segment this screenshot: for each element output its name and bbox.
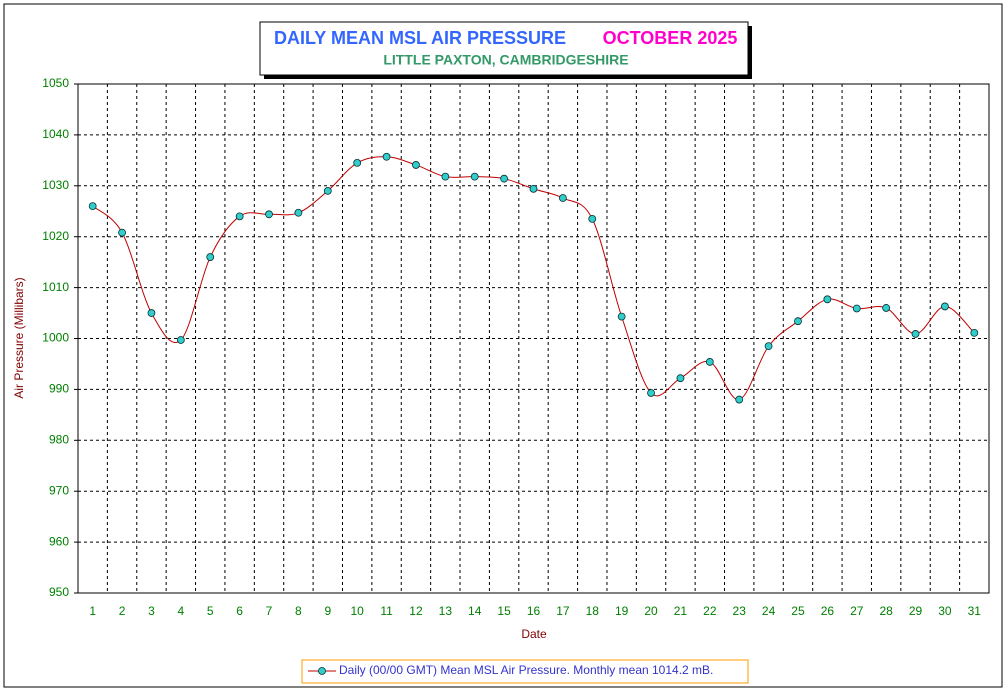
x-tick-label: 14 — [468, 604, 482, 618]
x-tick-label: 2 — [119, 604, 126, 618]
data-point — [500, 174, 509, 183]
y-tick-label: 1020 — [42, 229, 69, 243]
y-tick-label: 980 — [49, 432, 69, 446]
data-point — [265, 210, 273, 219]
data-point — [735, 395, 744, 404]
x-tick-label: 11 — [380, 604, 393, 618]
x-axis-label: Date — [521, 627, 547, 641]
x-tick-label: 29 — [909, 604, 923, 618]
y-tick-label: 970 — [49, 483, 69, 497]
y-tick-label: 1000 — [42, 331, 69, 345]
x-tick-label: 15 — [497, 604, 511, 618]
x-tick-label: 20 — [644, 604, 658, 618]
x-tick-label: 7 — [266, 604, 273, 618]
x-tick-label: 10 — [350, 604, 364, 618]
data-point — [911, 330, 920, 338]
x-tick-label: 8 — [295, 604, 302, 618]
x-tick-label: 31 — [968, 604, 982, 618]
data-point — [118, 228, 126, 237]
data-point — [823, 295, 832, 304]
legend-label: Daily (00/00 GMT) Mean MSL Air Pressure.… — [339, 663, 713, 677]
x-tick-label: 30 — [938, 604, 952, 618]
title-box — [259, 21, 749, 76]
data-point — [558, 194, 567, 202]
x-tick-label: 17 — [556, 604, 570, 618]
data-point — [176, 336, 185, 344]
y-axis-label: Air Pressure (Millibars) — [12, 277, 26, 398]
data-point — [705, 358, 714, 366]
y-tick-label: 1040 — [42, 127, 69, 141]
data-point — [617, 312, 626, 321]
data-point — [88, 202, 97, 211]
x-tick-label: 16 — [527, 604, 541, 618]
data-point — [294, 208, 303, 217]
y-tick-label: 960 — [49, 534, 69, 548]
x-tick-label: 24 — [762, 604, 776, 618]
x-tick-label: 21 — [674, 604, 688, 618]
data-point — [647, 389, 655, 397]
x-tick-label: 23 — [733, 604, 747, 618]
x-tick-label: 18 — [586, 604, 600, 618]
x-tick-label: 19 — [615, 604, 629, 618]
data-point — [941, 302, 949, 311]
chart-title: DAILY MEAN MSL AIR PRESSURE — [274, 28, 566, 48]
data-point — [412, 161, 420, 169]
x-tick-label: 9 — [324, 604, 331, 618]
data-point — [529, 184, 538, 193]
chart-period: OCTOBER 2025 — [603, 28, 738, 48]
y-tick-label: 1030 — [42, 178, 69, 192]
data-point — [382, 152, 391, 161]
data-point — [764, 342, 773, 351]
data-point — [470, 172, 479, 181]
y-tick-label: 1010 — [42, 280, 69, 294]
data-point — [353, 158, 362, 167]
data-point — [441, 172, 450, 181]
data-point — [794, 317, 802, 326]
x-tick-label: 27 — [850, 604, 864, 618]
chart-subtitle: LITTLE PAXTON, CAMBRIDGESHIRE — [383, 52, 628, 68]
x-tick-label: 6 — [236, 604, 243, 618]
x-tick-label: 28 — [879, 604, 893, 618]
x-tick-label: 25 — [791, 604, 805, 618]
data-point — [147, 309, 156, 317]
legend-marker — [318, 667, 326, 675]
data-point — [676, 374, 685, 383]
x-tick-label: 22 — [703, 604, 717, 618]
data-point — [323, 186, 332, 195]
data-point — [970, 329, 979, 337]
y-tick-label: 990 — [49, 382, 69, 396]
x-tick-label: 1 — [89, 604, 96, 618]
data-point — [206, 253, 215, 261]
y-tick-label: 950 — [49, 585, 69, 599]
x-tick-label: 26 — [821, 604, 835, 618]
data-point — [235, 212, 244, 221]
legend-box — [301, 659, 749, 684]
x-tick-label: 3 — [148, 604, 155, 618]
y-tick-label: 1050 — [42, 76, 69, 90]
x-tick-label: 12 — [409, 604, 423, 618]
data-point — [882, 304, 891, 312]
x-tick-label: 13 — [439, 604, 453, 618]
data-point — [852, 304, 861, 313]
data-point — [588, 214, 597, 223]
x-tick-label: 5 — [207, 604, 214, 618]
x-tick-label: 4 — [178, 604, 185, 618]
